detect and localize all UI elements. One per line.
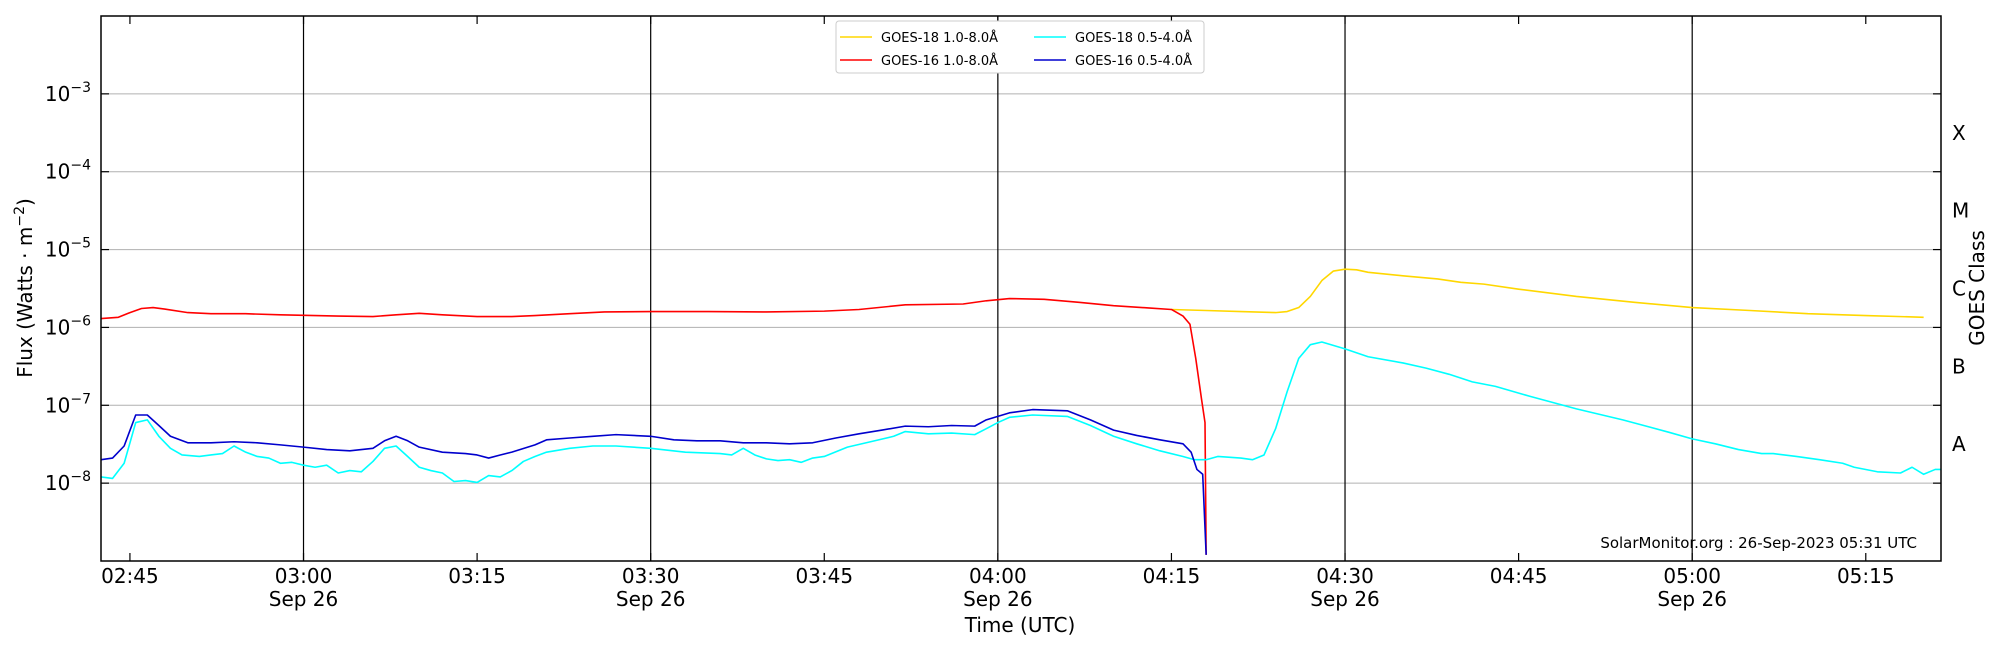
y-tick-label: 10−4 <box>45 158 91 184</box>
series-line <box>101 408 1207 555</box>
grid-lines <box>101 93 1941 484</box>
x-tick-label: 02:45 <box>101 564 159 588</box>
x-axis-title: Time (UTC) <box>964 613 1076 637</box>
legend: GOES-18 1.0-8.0Å GOES-16 1.0-8.0Å GOES-1… <box>835 20 1205 74</box>
y-tick-label-exponent: −4 <box>70 158 91 174</box>
y-tick-label-exponent: −6 <box>70 313 91 329</box>
x-tick-label: 04:15 <box>1143 564 1201 588</box>
goes-class-label: X <box>1952 121 1966 145</box>
vertical-time-lines <box>302 16 1693 561</box>
x-tick-label: 03:45 <box>795 564 853 588</box>
series-line <box>101 341 1941 484</box>
series-lines <box>101 268 1941 555</box>
x-tick-label: 05:00 <box>1663 564 1721 588</box>
legend-label-goes18-long: GOES-18 1.0-8.0Å <box>881 30 998 46</box>
y-tick-label-base: 10 <box>45 393 70 417</box>
x-tick-date-label: Sep 26 <box>963 587 1033 611</box>
y-tick-label: 10−7 <box>45 391 91 417</box>
legend-label-goes18-short: GOES-18 0.5-4.0Å <box>1075 30 1192 46</box>
x-tick-label: 03:15 <box>448 564 506 588</box>
y-tick-label: 10−5 <box>45 236 91 262</box>
x-tick-date-label: Sep 26 <box>1310 587 1380 611</box>
legend-label-goes16-short: GOES-16 0.5-4.0Å <box>1075 53 1192 69</box>
plot-frame <box>100 15 1942 562</box>
y-axis-title-unit: m <box>13 227 37 246</box>
y-tick-label: 10−3 <box>45 80 91 106</box>
x-tick-label: 04:00 <box>969 564 1027 588</box>
y-tick-label-base: 10 <box>45 315 70 339</box>
legend-box <box>835 20 1205 74</box>
goes-class-label: A <box>1952 432 1966 456</box>
y-tick-label: 10−8 <box>45 469 91 495</box>
y-tick-label-base: 10 <box>45 471 70 495</box>
goes-class-label: B <box>1952 354 1966 378</box>
y-tick-label-exponent: −8 <box>70 469 91 485</box>
legend-label-goes16-long: GOES-16 1.0-8.0Å <box>881 53 998 69</box>
credit-text: SolarMonitor.org : 26-Sep-2023 05:31 UTC <box>1600 534 1917 552</box>
x-tick-label: 03:00 <box>275 564 333 588</box>
goes-class-label: M <box>1952 199 1969 223</box>
y-tick-label-base: 10 <box>45 238 70 262</box>
x-tick-label: 05:15 <box>1837 564 1895 588</box>
y-tick-label: 10−6 <box>45 313 91 339</box>
goes-class-label: C <box>1952 277 1966 301</box>
series-line <box>1171 268 1924 319</box>
x-tick-label: 04:30 <box>1316 564 1374 588</box>
y-axis-title-main: Flux (Watts <box>13 265 37 378</box>
series-line <box>101 297 1207 555</box>
x-tick-label: 03:30 <box>622 564 680 588</box>
right-axis-title: GOES Class <box>1965 230 1989 346</box>
y-axis-title-exponent: −2 <box>12 206 28 227</box>
y-tick-label-exponent: −7 <box>70 391 91 407</box>
y-tick-label-exponent: −3 <box>70 80 91 96</box>
y-tick-label-exponent: −5 <box>70 236 91 252</box>
goes-class-labels: A B C M X <box>1952 121 1969 456</box>
y-axis-title-close: ) <box>13 198 37 206</box>
y-axis-ticks: 10−810−710−610−510−410−3 <box>45 80 1941 495</box>
x-tick-date-label: Sep 26 <box>616 587 686 611</box>
y-tick-label-base: 10 <box>45 160 70 184</box>
y-tick-label-base: 10 <box>45 82 70 106</box>
x-tick-date-label: Sep 26 <box>1657 587 1727 611</box>
y-axis-title: Flux (Watts · m−2) <box>12 198 37 378</box>
x-tick-date-label: Sep 26 <box>269 587 339 611</box>
x-tick-label: 04:45 <box>1490 564 1548 588</box>
y-axis-title-dot: · <box>13 246 37 265</box>
